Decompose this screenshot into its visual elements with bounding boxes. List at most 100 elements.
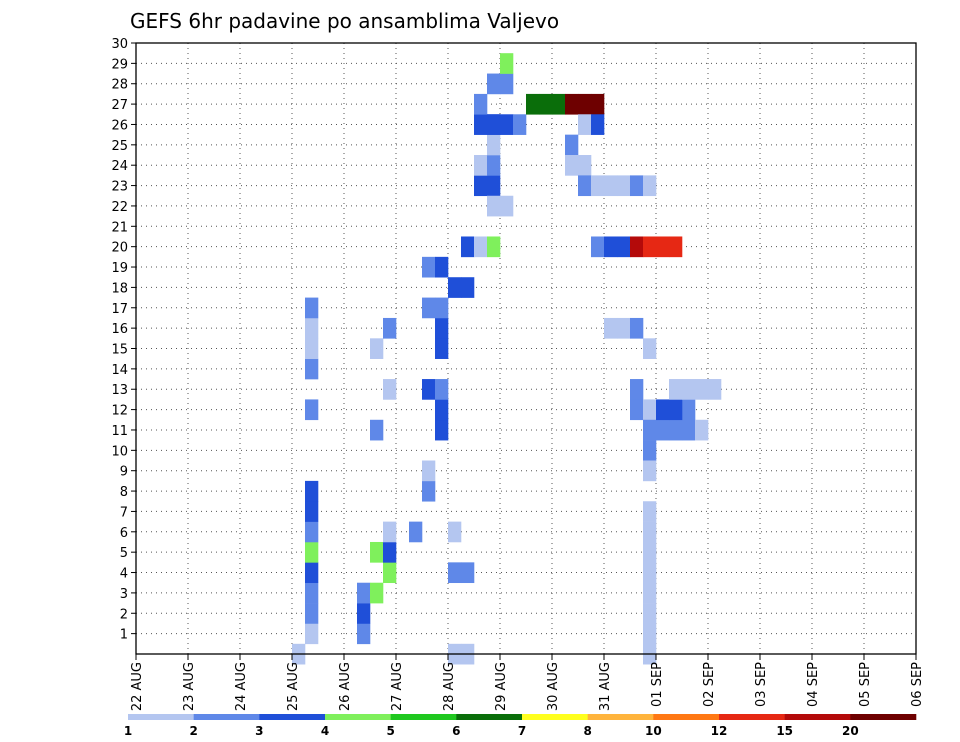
- y-tick-label: 15: [111, 343, 128, 358]
- heatmap-cell: [643, 582, 657, 604]
- x-tick-label: 05 SEP: [858, 662, 873, 707]
- heatmap-cell: [708, 379, 722, 400]
- heatmap-cell: [370, 582, 384, 604]
- colorbar-segment: [390, 714, 457, 720]
- heatmap-cell: [630, 236, 644, 258]
- y-tick-label: 8: [120, 485, 128, 500]
- heatmap-cell: [500, 53, 514, 74]
- x-tick-label: 03 SEP: [754, 662, 769, 707]
- heatmap-cell: [630, 175, 644, 197]
- heatmap-cell: [500, 114, 514, 135]
- heatmap-cell: [305, 541, 319, 563]
- y-tick-label: 17: [111, 302, 128, 317]
- x-tick-label: 22 AUG: [130, 662, 145, 711]
- heatmap-cell: [357, 603, 371, 624]
- y-tick-label: 3: [120, 587, 128, 602]
- x-tick-label: 29 AUG: [494, 662, 509, 711]
- colorbar-tick-label: 15: [776, 724, 793, 738]
- y-tick-label: 19: [111, 261, 128, 276]
- y-tick-label: 25: [111, 139, 128, 154]
- heatmap-cell: [669, 236, 683, 258]
- colorbar-segment: [522, 714, 588, 720]
- colorbar-segment: [850, 714, 917, 720]
- heatmap-cell: [474, 93, 488, 115]
- y-tick-label: 10: [111, 444, 128, 459]
- heatmap-cell: [461, 277, 475, 298]
- heatmap-cell: [513, 114, 527, 135]
- heatmap-cells: [292, 53, 722, 665]
- heatmap-cell: [500, 73, 514, 95]
- heatmap-cell: [370, 541, 384, 563]
- heatmap-cell: [461, 236, 475, 258]
- heatmap-cell: [630, 399, 644, 421]
- heatmap-cell: [643, 623, 657, 645]
- heatmap-cell: [422, 480, 436, 502]
- heatmap-cell: [643, 541, 657, 563]
- heatmap-cell: [578, 175, 592, 197]
- heatmap-cell: [422, 460, 436, 482]
- heatmap-cell: [630, 317, 644, 339]
- heatmap-cell: [643, 175, 657, 197]
- heatmap-cell: [448, 521, 462, 543]
- x-axis-ticks: 22 AUG 23 AUG 24 AUG 25 AUG 26 AUG 27 AUG 28 A…: [130, 654, 925, 711]
- y-tick-label: 4: [120, 567, 128, 582]
- heatmap-cell: [578, 155, 592, 176]
- y-tick-label: 27: [111, 98, 128, 113]
- heatmap-cell: [578, 93, 592, 115]
- heatmap-cell: [643, 338, 657, 359]
- colorbar-segment: [719, 714, 785, 720]
- heatmap-cell: [617, 236, 631, 258]
- heatmap-cell: [500, 195, 514, 217]
- x-tick-label: 01 SEP: [650, 662, 665, 707]
- heatmap-cell: [435, 419, 449, 441]
- heatmap-cell: [305, 603, 319, 624]
- heatmap-cell: [357, 623, 371, 645]
- grid-lines: [136, 43, 916, 654]
- heatmap-cell: [435, 317, 449, 339]
- heatmap-cell: [656, 419, 670, 441]
- heatmap-cell: [682, 379, 696, 400]
- heatmap-cell: [487, 236, 501, 258]
- colorbar-segment: [587, 714, 654, 720]
- y-tick-label: 22: [111, 200, 128, 215]
- x-tick-label: 02 SEP: [702, 662, 717, 707]
- heatmap-cell: [604, 317, 618, 339]
- x-tick-label: 25 AUG: [286, 662, 301, 711]
- heatmap-cell: [604, 236, 618, 258]
- colorbar-tick-label: 7: [518, 724, 526, 738]
- colorbar-segment: [456, 714, 523, 720]
- colorbar-tick-label: 10: [645, 724, 662, 738]
- heatmap-cell: [591, 114, 605, 135]
- colorbar-tick-label: 3: [255, 724, 263, 738]
- heatmap-cell: [422, 297, 436, 319]
- heatmap-cell: [474, 175, 488, 197]
- y-tick-label: 9: [120, 465, 128, 480]
- heatmap-cell: [448, 277, 462, 298]
- heatmap-cell: [656, 236, 670, 258]
- colorbar-segment: [259, 714, 326, 720]
- colorbar-segment: [193, 714, 260, 720]
- heatmap-cell: [591, 175, 605, 197]
- heatmap-cell: [617, 175, 631, 197]
- y-tick-label: 16: [111, 322, 128, 337]
- heatmap-cell: [656, 399, 670, 421]
- heatmap-cell: [383, 379, 397, 400]
- heatmap-cell: [305, 582, 319, 604]
- heatmap-cell: [630, 379, 644, 400]
- y-tick-label: 24: [111, 159, 128, 174]
- heatmap-cell: [422, 256, 436, 278]
- x-tick-label: 31 AUG: [598, 662, 613, 711]
- heatmap-cell: [383, 541, 397, 563]
- heatmap-cell: [487, 134, 501, 156]
- heatmap-cell: [591, 93, 605, 115]
- y-tick-label: 13: [111, 383, 128, 398]
- y-tick-label: 30: [111, 37, 128, 52]
- heatmap-cell: [565, 93, 579, 115]
- heatmap-cell: [435, 338, 449, 359]
- y-tick-label: 1: [120, 628, 128, 643]
- colorbar-tick-label: 8: [583, 724, 591, 738]
- heatmap-cell: [591, 236, 605, 258]
- heatmap-cell: [305, 399, 319, 421]
- chart-title: GEFS 6hr padavine po ansamblima Valjevo: [130, 9, 559, 33]
- heatmap-cell: [305, 358, 319, 380]
